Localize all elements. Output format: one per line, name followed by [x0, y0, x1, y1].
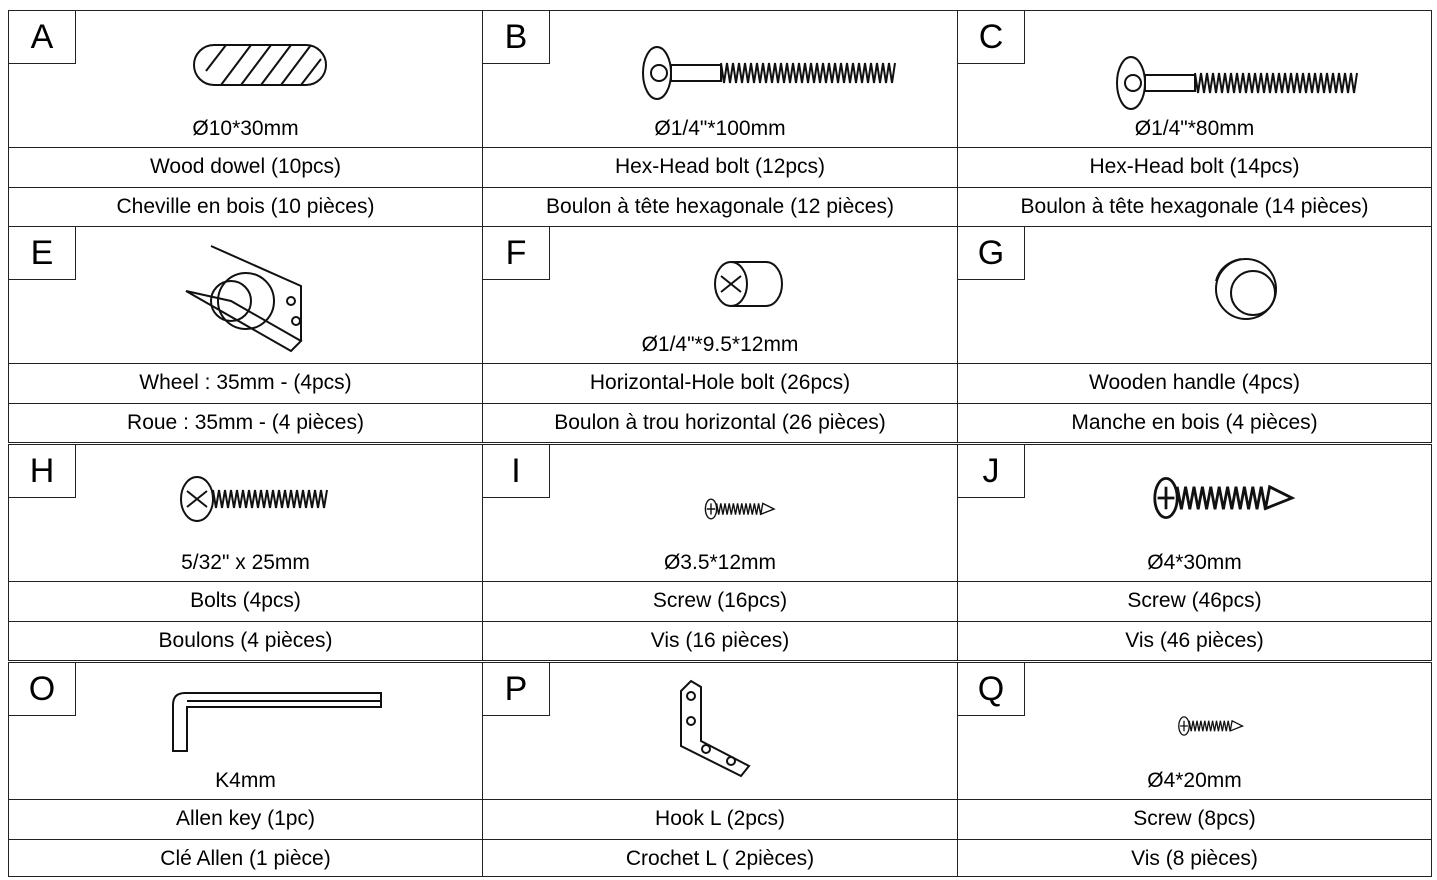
name-fr: Boulon à tête hexagonale (12 pièces) — [483, 187, 957, 228]
part-letter: Q — [958, 663, 1025, 716]
name-en: Screw (46pcs) — [958, 581, 1431, 622]
part-cell: F Ø1/4"*9.5*12mm Horizontal-Hole bolt (26p… — [482, 226, 958, 443]
part-letter: I — [483, 445, 550, 498]
part-letter: J — [958, 445, 1025, 498]
part-cell: A Ø10*30mm Wood dowel (10pcs) Cheville en b… — [8, 10, 483, 227]
part-icon — [704, 498, 776, 520]
name-fr: Roue : 35mm - (4 pièces) — [9, 403, 482, 444]
part-size: 5/32" x 25mm — [181, 551, 310, 574]
part-cell: P Hook L (2pcs) Crochet L ( 2pièces) — [482, 662, 958, 877]
part-icon — [185, 245, 303, 353]
part-size: Ø4*30mm — [1147, 551, 1242, 574]
part-size: Ø3.5*12mm — [663, 551, 777, 574]
name-fr: Vis (16 pièces) — [483, 621, 957, 662]
part-letter: B — [483, 11, 550, 64]
part-icon — [680, 679, 751, 778]
part-letter: P — [483, 663, 550, 716]
part-size: Ø1/4"*80mm — [1134, 117, 1255, 140]
part-cell: B Ø1/4"*100mm Hex-Head bolt (12pcs) Boulon … — [482, 10, 958, 227]
part-icon — [1178, 716, 1245, 736]
name-fr: Clé Allen (1 pièce) — [9, 839, 482, 880]
part-cell: G Wooden handle (4pcs) Manche en bois (4 p… — [957, 226, 1432, 443]
part-cell: J Ø4*30mm Screw (46pcs) Vis (46 pièces) — [957, 444, 1432, 661]
part-icon — [1215, 258, 1277, 320]
part-size: Ø10*30mm — [192, 117, 299, 140]
part-letter: G — [958, 227, 1025, 280]
part-icon — [1116, 56, 1358, 110]
name-en: Wooden handle (4pcs) — [958, 363, 1431, 404]
name-en: Wheel : 35mm - (4pcs) — [9, 363, 482, 404]
name-fr: Boulon à trou horizontal (26 pièces) — [483, 403, 957, 444]
part-cell: I Ø3.5*12mm Screw (16pcs) Vis (16 pièces) — [482, 444, 958, 661]
name-en: Hook L (2pcs) — [483, 799, 957, 840]
name-fr: Boulons (4 pièces) — [9, 621, 482, 662]
part-letter: O — [9, 663, 76, 716]
part-icon — [193, 44, 327, 86]
part-icon — [642, 46, 896, 100]
part-cell: Q Ø4*20mm Screw (8pcs) Vis (8 pièces) — [957, 662, 1432, 877]
name-fr: Crochet L ( 2pièces) — [483, 839, 957, 880]
name-en: Horizontal-Hole bolt (26pcs) — [483, 363, 957, 404]
name-en: Hex-Head bolt (14pcs) — [958, 147, 1431, 188]
name-en: Wood dowel (10pcs) — [9, 147, 482, 188]
part-cell: C Ø1/4"*80mm Hex-Head bolt (14pcs) Boulon à… — [957, 10, 1432, 227]
name-en: Bolts (4pcs) — [9, 581, 482, 622]
name-en: Allen key (1pc) — [9, 799, 482, 840]
part-letter: F — [483, 227, 550, 280]
name-en: Hex-Head bolt (12pcs) — [483, 147, 957, 188]
part-letter: H — [9, 445, 76, 498]
part-size: Ø4*20mm — [1147, 769, 1242, 792]
name-fr: Cheville en bois (10 pièces) — [9, 187, 482, 228]
part-icon — [180, 476, 328, 522]
part-icon — [172, 692, 382, 752]
part-letter: C — [958, 11, 1025, 64]
part-size: Ø1/4"*100mm — [654, 117, 786, 140]
part-letter: E — [9, 227, 76, 280]
part-letter: A — [9, 11, 76, 64]
name-fr: Manche en bois (4 pièces) — [958, 403, 1431, 444]
part-size: Ø1/4"*9.5*12mm — [641, 333, 799, 356]
part-cell: H 5/32" x 25mm Bolts (4pcs) Boulons (4 pièc… — [8, 444, 483, 661]
part-cell: E Wheel : 35mm - (4pcs) Roue : 35mm - (4 p… — [8, 226, 483, 443]
part-cell: O K4mm Allen key (1pc) Clé Allen (1 pièce) — [8, 662, 483, 877]
name-fr: Vis (8 pièces) — [958, 839, 1431, 880]
name-fr: Boulon à tête hexagonale (14 pièces) — [958, 187, 1431, 228]
part-size: K4mm — [215, 769, 276, 792]
part-icon — [1153, 477, 1296, 519]
name-en: Screw (16pcs) — [483, 581, 957, 622]
name-en: Screw (8pcs) — [958, 799, 1431, 840]
name-fr: Vis (46 pièces) — [958, 621, 1431, 662]
part-icon — [714, 261, 783, 307]
